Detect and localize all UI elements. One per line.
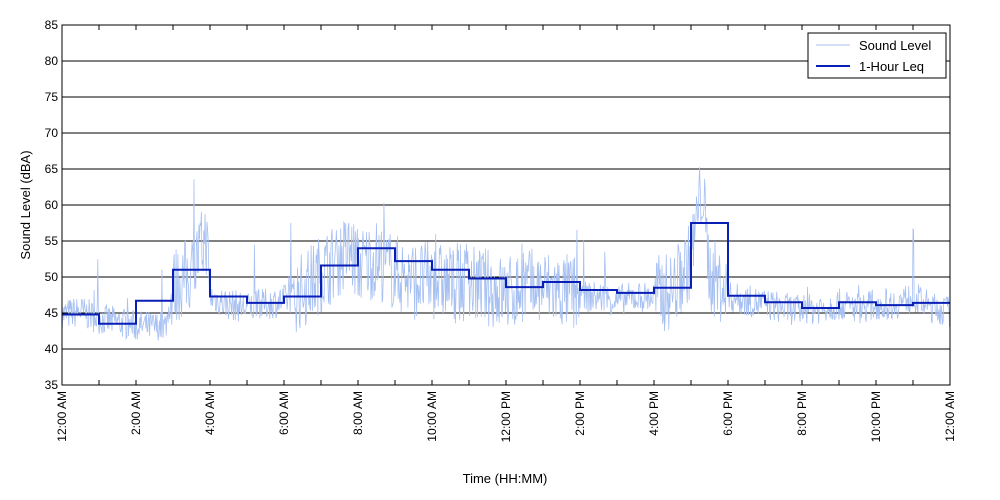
legend-box <box>807 32 947 79</box>
x-tick-label: 2:00 PM <box>573 391 587 436</box>
y-tick-label: 45 <box>45 306 59 320</box>
x-tick-label: 4:00 PM <box>647 391 661 436</box>
y-tick-label: 80 <box>45 54 59 68</box>
x-tick-label: 4:00 AM <box>203 391 217 435</box>
y-tick-label: 55 <box>45 234 59 248</box>
x-tick-label: 2:00 AM <box>129 391 143 435</box>
y-tick-label: 75 <box>45 90 59 104</box>
y-tick-label: 70 <box>45 126 59 140</box>
leq-step-line <box>62 222 950 325</box>
y-tick-label: 40 <box>45 342 59 356</box>
x-axis-title: Time (HH:MM) <box>463 471 548 486</box>
y-tick-label: 65 <box>45 162 59 176</box>
x-tick-label: 6:00 AM <box>277 391 291 435</box>
y-tick-label: 50 <box>45 270 59 284</box>
x-tick-label: 8:00 AM <box>351 391 365 435</box>
x-tick-label: 10:00 PM <box>869 391 883 442</box>
legend-label-leq: 1-Hour Leq <box>859 59 924 74</box>
y-tick-label: 60 <box>45 198 59 212</box>
leq-series <box>62 222 950 325</box>
x-tick-label: 12:00 PM <box>499 391 513 442</box>
y-axis-title: Sound Level (dBA) <box>18 150 33 259</box>
y-axis-ticks: 35 40 45 50 55 60 65 70 75 80 85 <box>45 18 950 392</box>
y-tick-label: 35 <box>45 378 59 392</box>
legend-label-sound-level: Sound Level <box>859 38 931 53</box>
legend: Sound Level 1-Hour Leq <box>807 32 947 79</box>
x-tick-label: 12:00 AM <box>55 391 69 442</box>
x-axis-ticks: 12:00 AM 2:00 AM 4:00 AM 6:00 AM 8:00 AM 10:0… <box>55 25 957 442</box>
x-tick-label: 8:00 PM <box>795 391 809 436</box>
x-tick-label: 6:00 PM <box>721 391 735 436</box>
x-tick-label: 10:00 AM <box>425 391 439 442</box>
y-tick-label: 85 <box>45 18 59 32</box>
x-tick-label: 12:00 AM <box>943 391 957 442</box>
